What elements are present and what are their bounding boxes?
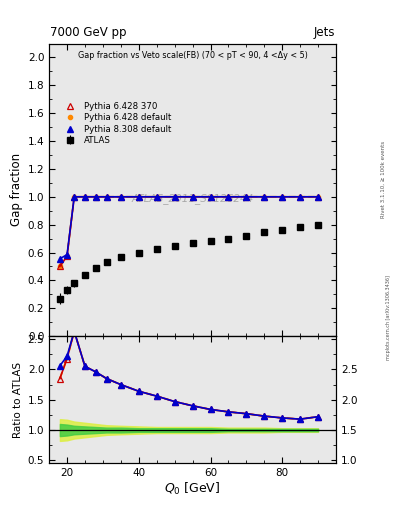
- Pythia 6.428 370: [104, 194, 109, 200]
- Pythia 6.428 default: [280, 194, 285, 200]
- Text: Jets: Jets: [314, 27, 335, 39]
- Pythia 6.428 default: [226, 194, 231, 200]
- Pythia 6.428 default: [83, 194, 87, 200]
- Pythia 8.308 default: [208, 194, 213, 200]
- Pythia 8.308 default: [226, 194, 231, 200]
- Y-axis label: Gap fraction: Gap fraction: [11, 153, 24, 226]
- Pythia 6.428 default: [262, 194, 267, 200]
- Text: Gap fraction vs Veto scale(FB) (70 < pT < 90, 4 <Δy < 5): Gap fraction vs Veto scale(FB) (70 < pT …: [78, 51, 307, 60]
- Pythia 6.428 370: [208, 194, 213, 200]
- Pythia 6.428 370: [172, 194, 177, 200]
- Pythia 8.308 default: [136, 194, 141, 200]
- Pythia 6.428 370: [119, 194, 123, 200]
- Pythia 8.308 default: [262, 194, 267, 200]
- Pythia 6.428 default: [154, 194, 159, 200]
- Pythia 8.308 default: [280, 194, 285, 200]
- Pythia 6.428 370: [226, 194, 231, 200]
- Line: Pythia 6.428 370: Pythia 6.428 370: [57, 194, 321, 270]
- Pythia 6.428 default: [94, 194, 98, 200]
- Pythia 6.428 default: [190, 194, 195, 200]
- Pythia 8.308 default: [316, 194, 320, 200]
- Pythia 6.428 default: [119, 194, 123, 200]
- Line: Pythia 6.428 default: Pythia 6.428 default: [58, 195, 320, 269]
- Pythia 8.308 default: [154, 194, 159, 200]
- Y-axis label: Ratio to ATLAS: Ratio to ATLAS: [13, 361, 24, 438]
- Pythia 6.428 default: [208, 194, 213, 200]
- Pythia 6.428 default: [316, 194, 320, 200]
- Pythia 6.428 370: [298, 194, 303, 200]
- Pythia 6.428 370: [72, 194, 77, 200]
- Pythia 6.428 370: [136, 194, 141, 200]
- Pythia 8.308 default: [57, 255, 62, 262]
- Pythia 8.308 default: [172, 194, 177, 200]
- Pythia 8.308 default: [104, 194, 109, 200]
- Pythia 8.308 default: [65, 251, 70, 258]
- Pythia 6.428 370: [57, 263, 62, 269]
- Pythia 6.428 default: [104, 194, 109, 200]
- Pythia 6.428 370: [190, 194, 195, 200]
- Legend: Pythia 6.428 370, Pythia 6.428 default, Pythia 8.308 default, ATLAS: Pythia 6.428 370, Pythia 6.428 default, …: [59, 100, 173, 146]
- Pythia 6.428 default: [298, 194, 303, 200]
- Pythia 6.428 default: [57, 263, 62, 269]
- Pythia 6.428 default: [72, 194, 77, 200]
- Text: 7000 GeV pp: 7000 GeV pp: [50, 27, 127, 39]
- X-axis label: $Q_0$ [GeV]: $Q_0$ [GeV]: [164, 481, 221, 497]
- Line: Pythia 8.308 default: Pythia 8.308 default: [57, 194, 321, 262]
- Pythia 8.308 default: [119, 194, 123, 200]
- Pythia 6.428 370: [94, 194, 98, 200]
- Pythia 6.428 default: [65, 253, 70, 259]
- Pythia 6.428 370: [154, 194, 159, 200]
- Pythia 6.428 370: [262, 194, 267, 200]
- Pythia 8.308 default: [83, 194, 87, 200]
- Pythia 8.308 default: [94, 194, 98, 200]
- Pythia 6.428 370: [280, 194, 285, 200]
- Pythia 8.308 default: [298, 194, 303, 200]
- Pythia 8.308 default: [244, 194, 249, 200]
- Text: ATLAS_2011_S9126244: ATLAS_2011_S9126244: [131, 193, 254, 204]
- Pythia 6.428 370: [244, 194, 249, 200]
- Pythia 6.428 default: [136, 194, 141, 200]
- Pythia 6.428 370: [65, 253, 70, 259]
- Pythia 6.428 default: [172, 194, 177, 200]
- Pythia 8.308 default: [190, 194, 195, 200]
- Pythia 6.428 370: [83, 194, 87, 200]
- Pythia 6.428 default: [244, 194, 249, 200]
- Pythia 8.308 default: [72, 194, 77, 200]
- Pythia 6.428 370: [316, 194, 320, 200]
- Text: Rivet 3.1.10, ≥ 100k events: Rivet 3.1.10, ≥ 100k events: [381, 141, 386, 218]
- Text: mcplots.cern.ch [arXiv:1306.3436]: mcplots.cern.ch [arXiv:1306.3436]: [386, 275, 391, 360]
